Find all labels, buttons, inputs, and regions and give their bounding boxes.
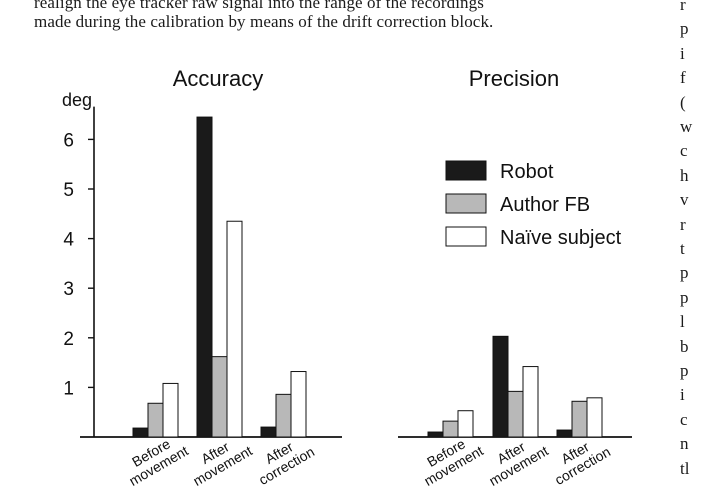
accuracy-bar-robot-3 — [260, 426, 277, 438]
y-tick-label: 4 — [63, 230, 74, 251]
column-letter: l — [680, 312, 685, 332]
accuracy-bar-na-ve-subject-1 — [162, 382, 179, 438]
legend-label: Robot — [500, 161, 554, 183]
y-tick-label: 2 — [63, 329, 74, 350]
column-letter: b — [680, 336, 689, 356]
accuracy-bar-author-fb-3 — [275, 393, 292, 438]
column-letter: tl — [680, 458, 690, 478]
column-letter: c — [680, 141, 688, 161]
accuracy-bar-robot-1 — [132, 427, 149, 438]
legend-swatch-author-fb — [445, 193, 487, 214]
precision-bar-robot-1 — [427, 431, 444, 438]
column-letter: p — [680, 263, 689, 283]
legend-label: Author FB — [500, 194, 590, 216]
body-text-line-2: made during the calibration by means of … — [34, 12, 494, 31]
column-letter: r — [680, 214, 686, 234]
y-tick-label: 5 — [63, 180, 74, 201]
column-letter: r — [680, 0, 686, 14]
column-letter: c — [680, 409, 688, 429]
body-text-line-1: realign the eye tracker raw signal into … — [34, 0, 484, 12]
precision-bar-author-fb-3 — [571, 400, 588, 438]
column-letter: w — [680, 117, 693, 136]
y-tick-label: 1 — [63, 378, 74, 399]
precision-bar-robot-3 — [556, 429, 573, 438]
accuracy-panel-title: Accuracy — [173, 66, 263, 91]
legend-label: Naïve subject — [500, 227, 622, 249]
accuracy-bar-na-ve-subject-2 — [226, 220, 243, 438]
column-letter: h — [680, 165, 689, 185]
column-letter: i — [680, 43, 685, 63]
precision-bar-robot-2 — [492, 335, 509, 438]
column-letter: p — [680, 19, 689, 39]
accuracy-bar-robot-2 — [196, 116, 213, 438]
legend-swatch-na-ve-subject — [445, 226, 487, 247]
column-letter: n — [680, 434, 689, 454]
precision-bar-na-ve-subject-3 — [586, 397, 603, 438]
y-tick-label: 6 — [63, 130, 74, 151]
precision-bar-na-ve-subject-2 — [522, 366, 539, 438]
precision-panel-title: Precision — [469, 66, 559, 91]
precision-bar-author-fb-2 — [507, 390, 524, 438]
y-tick-label: 3 — [63, 279, 74, 300]
accuracy-bar-author-fb-1 — [147, 402, 164, 438]
accuracy-bar-author-fb-2 — [211, 356, 228, 438]
accuracy-bar-na-ve-subject-3 — [290, 371, 307, 438]
precision-bar-author-fb-1 — [442, 420, 459, 438]
column-letter: ( — [680, 92, 686, 112]
column-letter: p — [680, 287, 689, 307]
column-letter: v — [680, 190, 689, 210]
legend-swatch-robot — [445, 160, 487, 181]
adjacent-column-text: r p i f(w c h v r t p p l b p i c n tl — [680, 0, 702, 491]
y-axis-label: deg — [62, 90, 92, 110]
column-letter: i — [680, 385, 685, 405]
precision-bar-na-ve-subject-1 — [457, 410, 474, 438]
column-letter: f — [680, 68, 686, 88]
column-letter: t — [680, 239, 685, 258]
column-letter: p — [680, 361, 689, 380]
